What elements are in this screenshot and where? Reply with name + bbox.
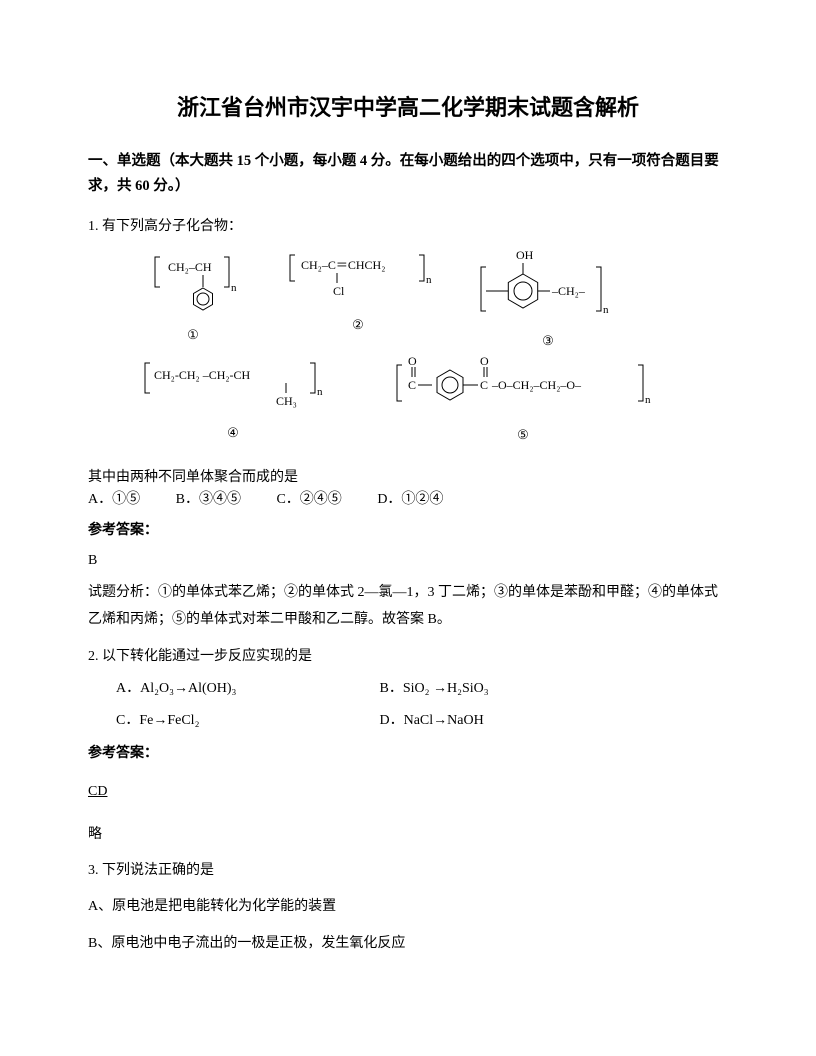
- svg-text:–CH₂–: –CH₂–: [551, 284, 586, 298]
- q1-opt-a: A．①⑤: [88, 489, 140, 511]
- q3-opt-a: A、原电池是把电能转化为化学能的装置: [88, 896, 728, 918]
- page-title: 浙江省台州市汉宇中学高二化学期末试题含解析: [88, 90, 728, 125]
- svg-text:C: C: [408, 378, 416, 392]
- svg-text:OH: OH: [516, 248, 534, 262]
- q3-stem: 3. 下列说法正确的是: [88, 860, 728, 882]
- polymer-1-icon: CH₂–CH n: [138, 249, 248, 319]
- q1-opt-d: D．①②④: [377, 489, 443, 511]
- polymer-1-label: ①: [138, 325, 248, 346]
- q1-analysis: 试题分析：①的单体式苯乙烯；②的单体式 2—氯—1，3 丁二烯；③的单体是苯酚和…: [88, 580, 728, 633]
- polymer-5-label: ⑤: [388, 425, 658, 446]
- q1-opt-b: B．③④⑤: [176, 489, 241, 511]
- svg-text:O: O: [480, 354, 489, 368]
- q2-note: 略: [88, 824, 728, 846]
- q1-opt-c: C．②④⑤: [276, 489, 341, 511]
- svg-text:n: n: [426, 274, 432, 286]
- q2-options: A．Al₂O₃→Al(OH)₃ B．SiO₂ →H₂SiO₃ C．Fe→FeCl…: [116, 678, 728, 733]
- svg-text:n: n: [231, 282, 237, 294]
- svg-text:CH₂–CH: CH₂–CH: [168, 260, 212, 274]
- q2-opt-c: C．Fe→FeCl₂: [116, 710, 376, 732]
- q1-options: A．①⑤ B．③④⑤ C．②④⑤ D．①②④: [88, 489, 728, 511]
- q2-opt-b: B．SiO₂ →H₂SiO₃: [380, 678, 640, 700]
- polymer-4-icon: CH₂-CH₂ –CH₂-CH n CH₃: [138, 357, 328, 417]
- q2-opt-a: A．Al₂O₃→Al(OH)₃: [116, 678, 376, 700]
- svg-text:CH₂–C＝CHCH₂: CH₂–C＝CHCH₂: [301, 258, 385, 272]
- q1-diagram: CH₂–CH n ① CH₂–C＝CHCH₂ n Cl ②: [138, 249, 658, 459]
- q1-prompt: 其中由两种不同单体聚合而成的是: [88, 467, 728, 489]
- svg-text:CH₃: CH₃: [276, 394, 297, 408]
- svg-text:C: C: [480, 378, 488, 392]
- svg-text:n: n: [645, 394, 651, 406]
- q2-opt-d: D．NaCl→NaOH: [380, 710, 640, 732]
- svg-text:n: n: [603, 304, 609, 316]
- polymer-4-label: ④: [138, 423, 328, 444]
- q2-stem: 2. 以下转化能通过一步反应实现的是: [88, 646, 728, 668]
- q3-opt-b: B、原电池中电子流出的一极是正极，发生氧化反应: [88, 933, 728, 955]
- polymer-2-label: ②: [283, 315, 433, 336]
- q1-stem: 1. 有下列高分子化合物：: [88, 216, 728, 238]
- q2-answer-label: 参考答案：: [88, 743, 728, 765]
- polymer-2-icon: CH₂–C＝CHCH₂ n Cl: [283, 249, 433, 309]
- svg-text:Cl: Cl: [333, 284, 345, 298]
- polymer-5-icon: n C O C O –O–CH₂–CH₂–O–: [388, 349, 658, 419]
- polymer-3-icon: n OH –CH₂–: [468, 243, 628, 333]
- svg-text:–O–CH₂–CH₂–O–: –O–CH₂–CH₂–O–: [491, 378, 582, 392]
- q2-answer: CD: [88, 781, 107, 803]
- q1-answer: B: [88, 550, 728, 572]
- q1-answer-label: 参考答案：: [88, 520, 728, 542]
- svg-text:n: n: [317, 386, 323, 398]
- section-intro: 一、单选题（本大题共 15 个小题，每小题 4 分。在每小题给出的四个选项中，只…: [88, 149, 728, 198]
- svg-text:CH₂-CH₂ –CH₂-CH: CH₂-CH₂ –CH₂-CH: [154, 368, 251, 382]
- svg-text:O: O: [408, 354, 417, 368]
